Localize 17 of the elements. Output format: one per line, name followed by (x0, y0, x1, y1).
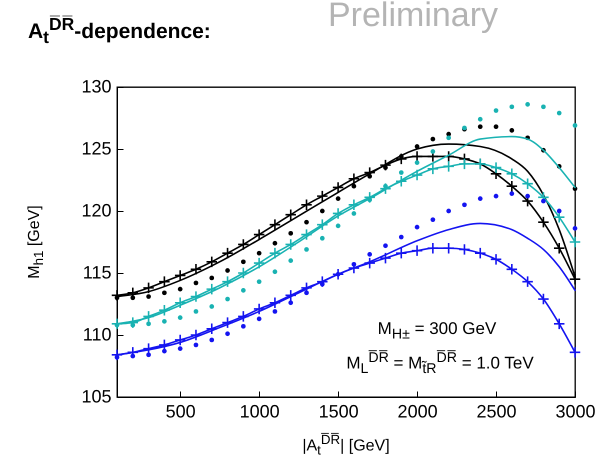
y-tick-label: 110 (82, 324, 112, 344)
y-tick-label: 125 (81, 138, 112, 158)
x-axis-title: |A$_{t}$$^{D̅R̅}$| [GeV] (302, 432, 390, 458)
y-tick-label: 105 (81, 386, 112, 406)
annotation: M$_{L}$$^{D̅R̅}$ = M$_{t̃R}$$^{D̅R̅}$ = 1.0 TeV (346, 350, 534, 378)
x-tick-label: 1000 (240, 402, 280, 422)
x-tick-label: 2000 (398, 402, 438, 422)
text: Preliminary (328, 0, 498, 35)
x-tick-label: 3000 (555, 402, 596, 422)
x-tick-label: 500 (166, 402, 196, 422)
y-tick-label: 120 (81, 200, 112, 220)
y-tick-label: 115 (82, 262, 112, 282)
x-tick-label: 2500 (476, 402, 517, 422)
chart-title: A$_{t}$$^{D̅R̅}$-dependence: (28, 14, 211, 48)
x-tick-label: 1500 (318, 402, 359, 422)
y-tick-label: 130 (81, 76, 112, 96)
annotation: M$_{H±}$ = 300 GeV (378, 319, 496, 342)
